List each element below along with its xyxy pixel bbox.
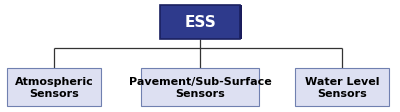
Text: Pavement/Sub-Surface
Sensors: Pavement/Sub-Surface Sensors bbox=[129, 77, 271, 98]
Text: ESS: ESS bbox=[184, 15, 216, 30]
FancyBboxPatch shape bbox=[141, 68, 259, 106]
FancyBboxPatch shape bbox=[160, 6, 240, 39]
FancyBboxPatch shape bbox=[295, 68, 389, 106]
FancyBboxPatch shape bbox=[162, 6, 242, 40]
Text: Water Level
Sensors: Water Level Sensors bbox=[305, 77, 379, 98]
Text: Atmospheric
Sensors: Atmospheric Sensors bbox=[15, 77, 93, 98]
FancyBboxPatch shape bbox=[7, 68, 101, 106]
